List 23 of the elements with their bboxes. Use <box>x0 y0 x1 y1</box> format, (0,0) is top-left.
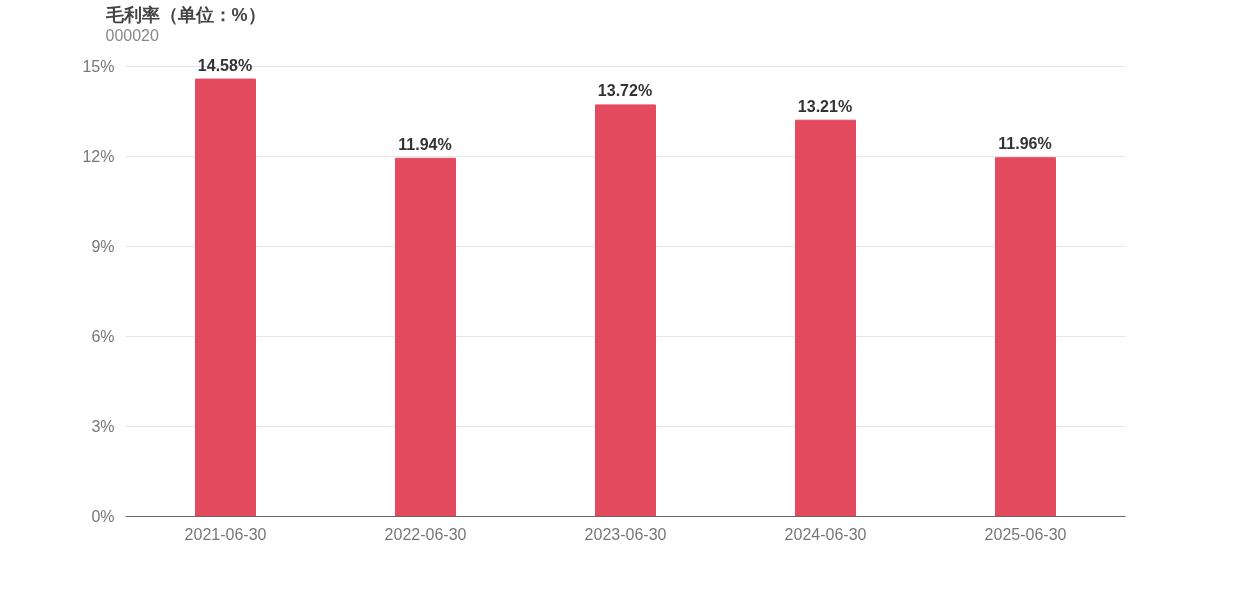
data-label: 13.21% <box>797 97 853 116</box>
x-tick-label: 2024-06-30 <box>784 525 867 543</box>
bar <box>395 157 456 517</box>
data-label: 13.72% <box>597 82 653 101</box>
y-tick-label: 6% <box>91 328 115 345</box>
y-tick-label: 15% <box>82 58 115 75</box>
x-tick-label: 2023-06-30 <box>584 525 667 543</box>
y-tick-label: 9% <box>91 238 115 255</box>
bar <box>995 157 1056 517</box>
y-tick-label: 12% <box>82 148 115 165</box>
data-label: 14.58% <box>197 56 253 75</box>
x-tick-label: 2022-06-30 <box>384 525 467 543</box>
data-label: 11.94% <box>398 135 452 154</box>
bar <box>595 104 656 517</box>
chart-subtitle: 000020 <box>105 26 159 44</box>
y-tick-label: 0% <box>91 508 115 525</box>
bar <box>195 78 256 517</box>
bar <box>795 119 856 517</box>
y-tick-label: 3% <box>91 418 115 435</box>
x-tick-label: 2021-06-30 <box>184 525 267 543</box>
chart-title: 毛利率（单位：%） <box>104 4 266 25</box>
x-tick-label: 2025-06-30 <box>984 525 1067 543</box>
data-label: 11.96% <box>998 135 1052 154</box>
